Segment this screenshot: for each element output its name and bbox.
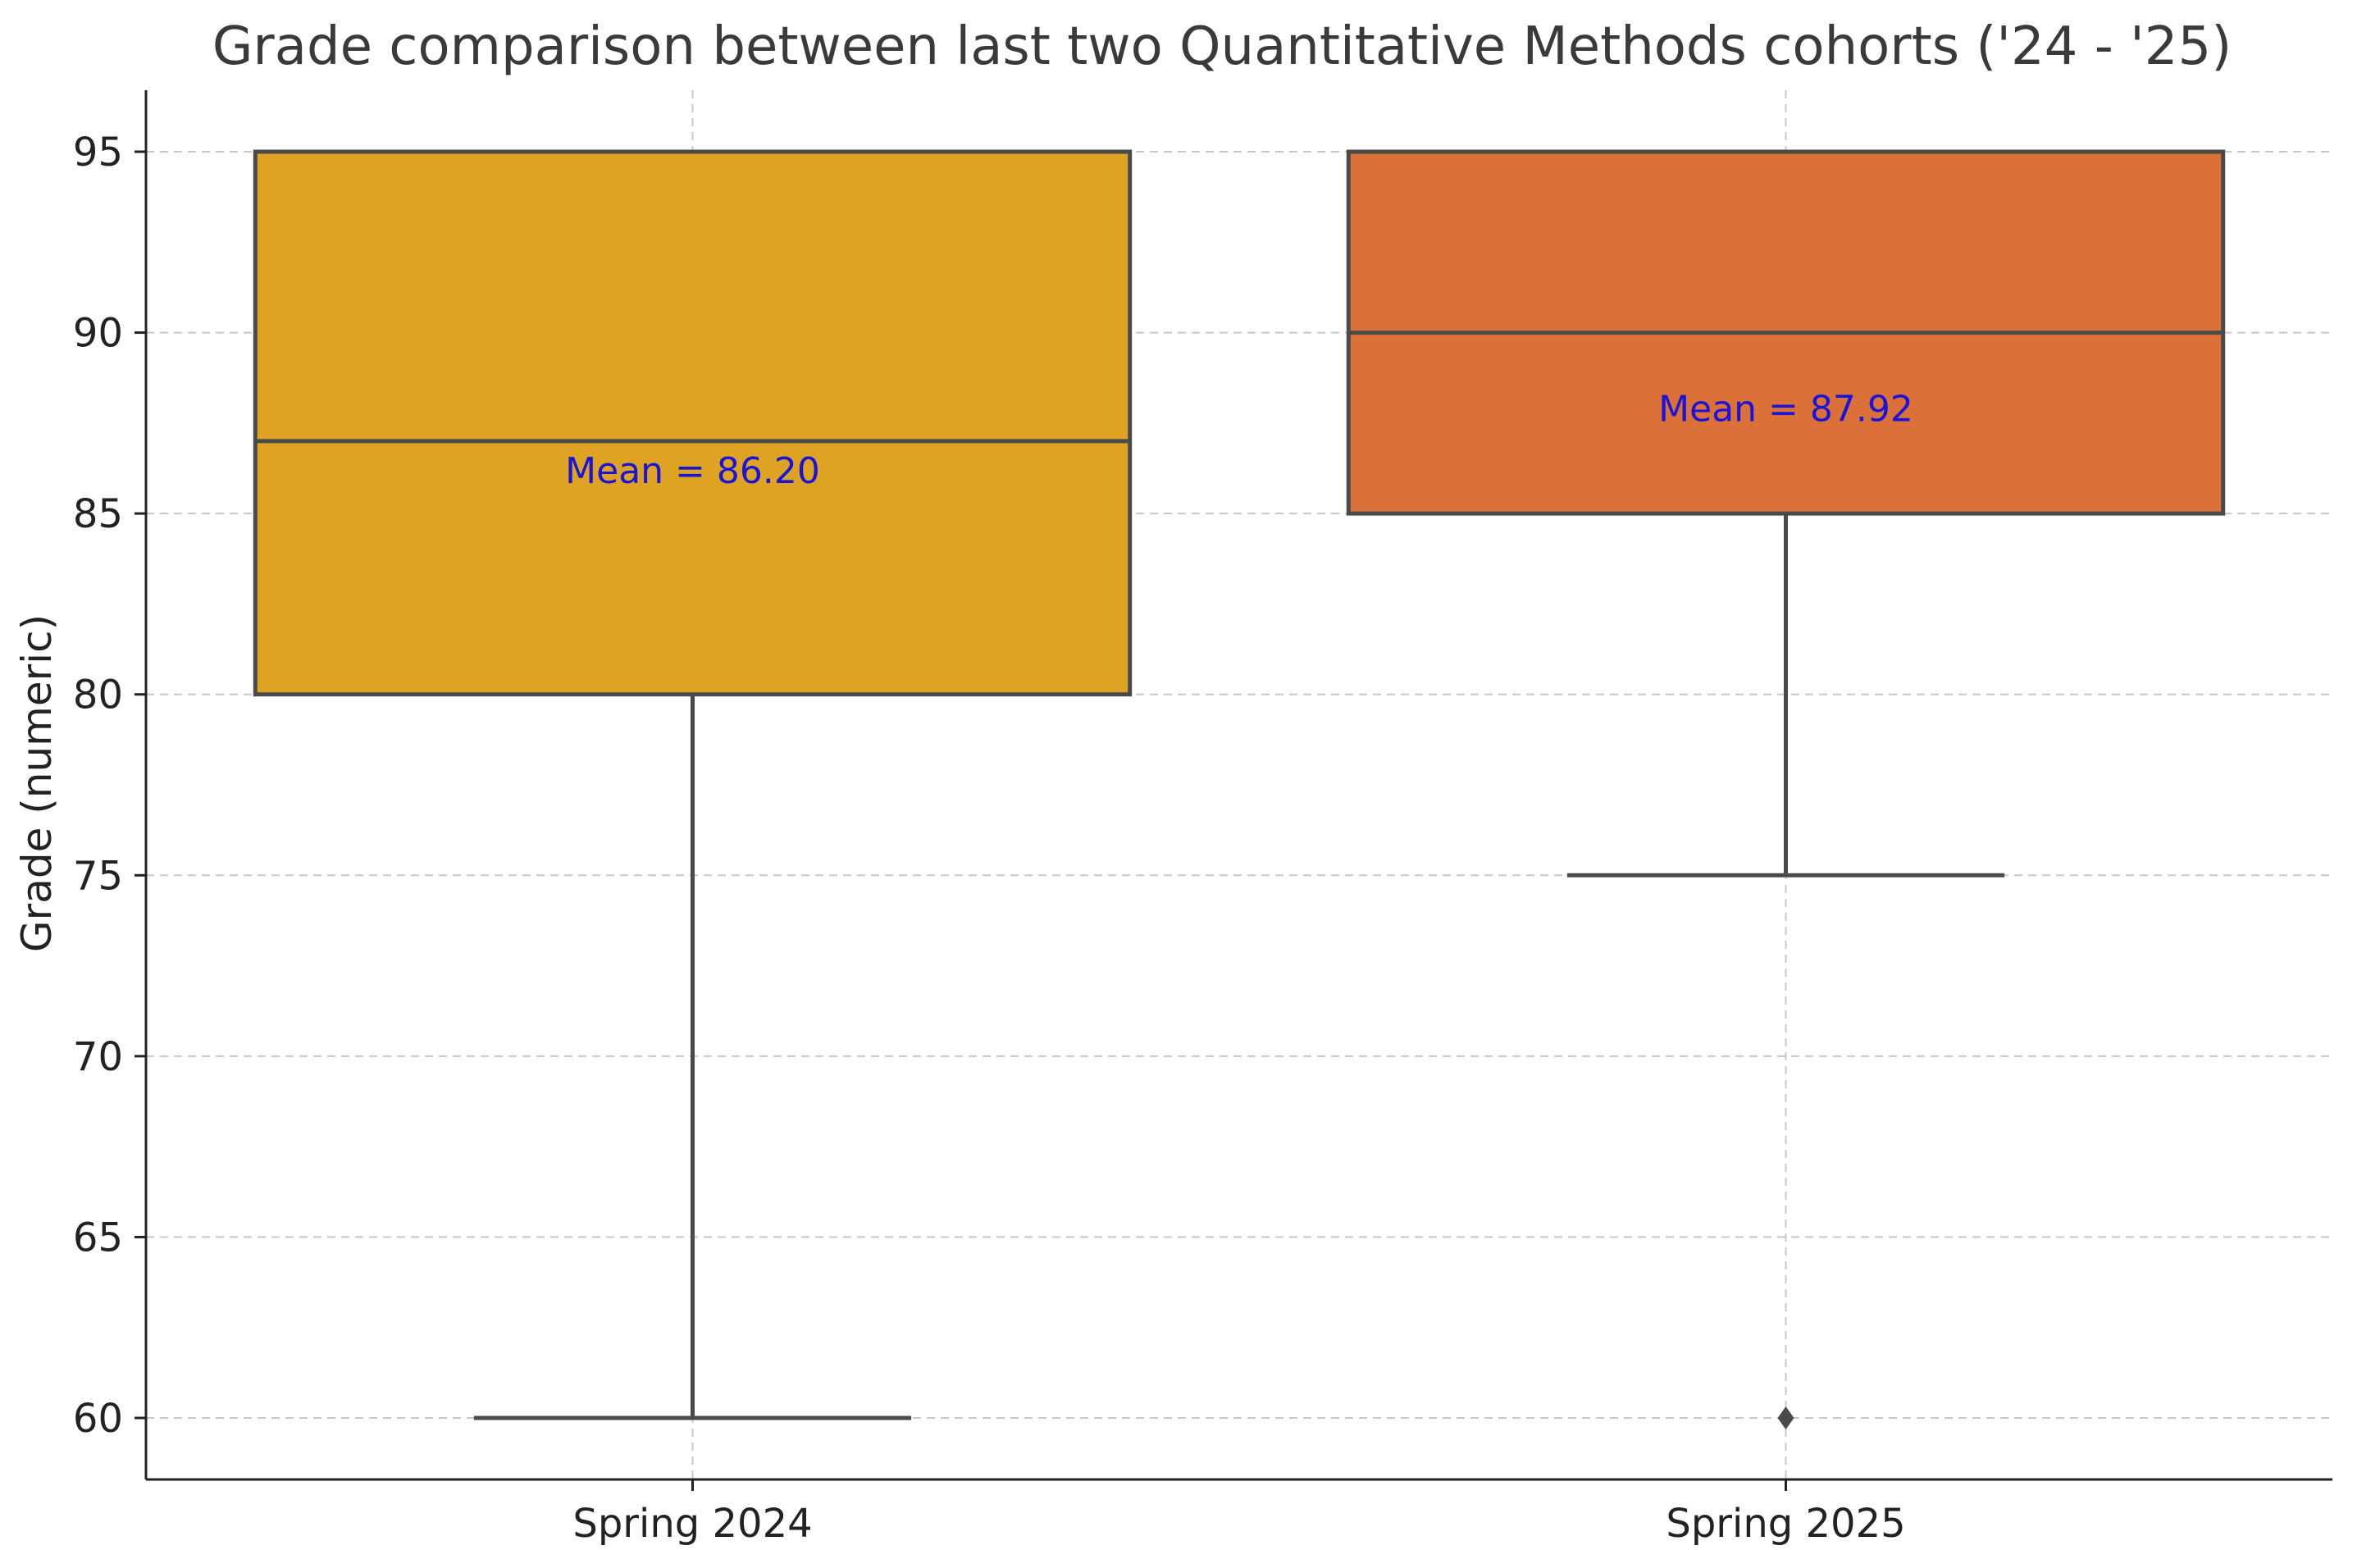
chart-title: Grade comparison between last two Quanti…: [212, 16, 2232, 77]
box-body: [253, 149, 1133, 697]
y-tick-label-75: 75: [73, 853, 123, 899]
box-series: [253, 149, 2226, 1430]
x-tick-label-2: Spring 2025: [1666, 1501, 1905, 1547]
box-2: [1346, 149, 2226, 1430]
y-tick-label-85: 85: [73, 491, 123, 537]
y-tick-label-65: 65: [73, 1215, 123, 1261]
x-tick-label-1: Spring 2024: [572, 1501, 812, 1547]
y-axis-label: Grade (numeric): [13, 614, 61, 952]
mean-label-1: Mean = 86.20: [565, 450, 820, 492]
box-1: [253, 149, 1133, 1420]
y-tick-label-90: 90: [73, 311, 123, 357]
axes: [135, 90, 2332, 1491]
y-tick-label-60: 60: [73, 1396, 123, 1442]
outlier-marker: [1777, 1406, 1794, 1430]
y-tick-label-95: 95: [73, 130, 123, 176]
mean-label-2: Mean = 87.92: [1658, 388, 1913, 430]
data-labels: 60 65 70 75 80 85 90 95 Mean = 86.20 Spring 2024 M…: [73, 130, 1913, 1547]
y-tick-label-80: 80: [73, 672, 123, 718]
y-tick-label-70: 70: [73, 1034, 123, 1080]
